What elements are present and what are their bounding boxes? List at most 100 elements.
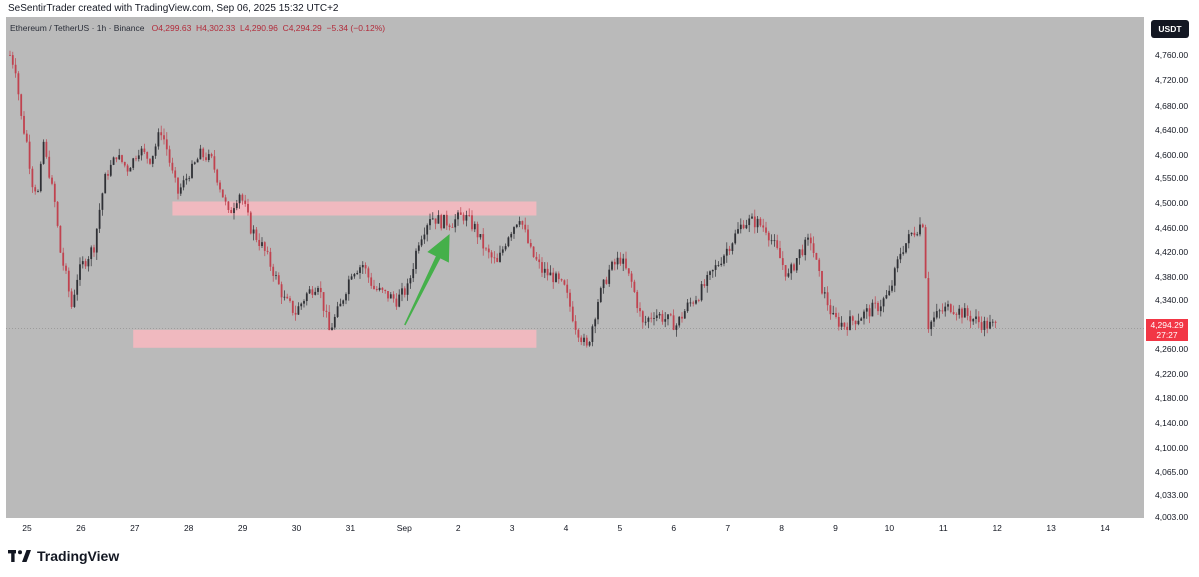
candle-up — [871, 302, 874, 317]
candle-up — [314, 291, 317, 295]
candle-down — [552, 272, 555, 283]
candle-up — [154, 146, 157, 156]
last-price-badge: 4,294.29 27:27 — [1146, 319, 1188, 342]
candle-up — [700, 284, 703, 301]
candle-up — [401, 288, 403, 295]
candle-up — [465, 215, 468, 221]
candle-up — [695, 300, 697, 304]
y-tick-label: 4,140.00 — [1155, 418, 1189, 428]
candle-up — [748, 218, 751, 226]
candle-down — [826, 292, 829, 306]
candle-down — [636, 291, 639, 309]
candle-up — [132, 158, 135, 168]
candle-down — [784, 265, 787, 277]
candle-down — [633, 281, 636, 292]
tradingview-logo[interactable]: TradingView — [8, 548, 119, 564]
candle-up — [361, 265, 364, 268]
candle-down — [286, 296, 289, 299]
x-tick-label: 10 — [884, 523, 895, 533]
candle-down — [877, 302, 879, 312]
y-tick-label: 4,640.00 — [1155, 125, 1189, 135]
y-tick-label: 4,003.00 — [1155, 512, 1189, 522]
candle-up — [98, 209, 101, 229]
candle-up — [238, 194, 241, 204]
candle-up — [479, 234, 482, 238]
candle-down — [625, 258, 627, 269]
candle-up — [81, 261, 84, 265]
candle-up — [611, 261, 613, 270]
candle-down — [375, 289, 378, 290]
candle-up — [359, 267, 361, 273]
candle-down — [580, 337, 583, 343]
currency-button[interactable]: USDT — [1151, 20, 1189, 38]
candle-up — [353, 274, 356, 277]
candle-down — [56, 201, 59, 226]
candle-down — [249, 212, 252, 234]
candle-down — [821, 270, 823, 294]
candle-down — [25, 133, 28, 142]
candle-down — [487, 248, 490, 253]
candle-down — [585, 337, 588, 346]
candle-up — [196, 159, 199, 163]
candle-down — [927, 278, 930, 330]
candle-down — [703, 284, 706, 286]
candle-up — [140, 148, 143, 156]
candle-up — [723, 255, 725, 264]
candle-down — [650, 317, 653, 319]
candle-up — [513, 227, 515, 234]
x-tick-label: 2 — [455, 523, 461, 533]
candle-down — [23, 115, 25, 134]
candle-down — [289, 298, 291, 301]
x-tick-label: 6 — [671, 523, 677, 533]
candle-down — [121, 155, 123, 162]
candle-up — [773, 240, 776, 242]
candle-down — [818, 259, 821, 271]
candle-down — [913, 232, 916, 236]
candle-up — [910, 232, 913, 235]
candle-down — [272, 266, 275, 276]
candle-down — [84, 261, 87, 267]
candle-down — [370, 277, 373, 286]
candle-down — [762, 225, 765, 228]
candle-up — [667, 314, 669, 320]
candle-up — [675, 325, 678, 330]
candle-down — [630, 273, 633, 282]
candle-down — [328, 311, 331, 331]
last-price-value: 4,294.29 — [1150, 320, 1184, 331]
candle-down — [851, 316, 854, 321]
candle-up — [899, 253, 902, 260]
candle-up — [233, 208, 235, 214]
chart-area[interactable] — [6, 17, 1144, 518]
candle-down — [163, 135, 165, 140]
candle-up — [457, 212, 459, 220]
candle-up — [261, 242, 263, 246]
candle-up — [938, 310, 941, 312]
candle-down — [767, 232, 770, 241]
candle-up — [857, 320, 860, 325]
candle-down — [403, 288, 406, 295]
candle-up — [963, 308, 966, 318]
x-tick-label: 4 — [563, 523, 569, 533]
candle-up — [644, 321, 647, 323]
y-tick-label: 4,460.00 — [1155, 223, 1189, 233]
candle-down — [854, 320, 857, 325]
candle-up — [658, 313, 661, 316]
chart-attribution: SeSentirTrader created with TradingView.… — [8, 3, 339, 14]
candle-down — [541, 262, 543, 273]
legend-open: O4,299.63 — [151, 23, 192, 33]
candle-down — [728, 248, 731, 251]
candle-down — [809, 237, 812, 244]
candle-up — [622, 258, 625, 264]
candle-up — [79, 264, 81, 280]
price-axis[interactable] — [1144, 17, 1199, 518]
candle-up — [317, 287, 319, 292]
symbol-legend: Ethereum / TetherUS · 1h · Binance O4,29… — [10, 23, 385, 33]
x-tick-label: 26 — [76, 523, 86, 533]
candle-up — [437, 215, 440, 224]
candle-up — [429, 219, 431, 226]
candle-down — [485, 248, 487, 250]
y-tick-label: 4,600.00 — [1155, 150, 1189, 160]
candle-up — [507, 237, 510, 247]
candle-down — [692, 302, 695, 304]
candle-down — [67, 270, 70, 292]
